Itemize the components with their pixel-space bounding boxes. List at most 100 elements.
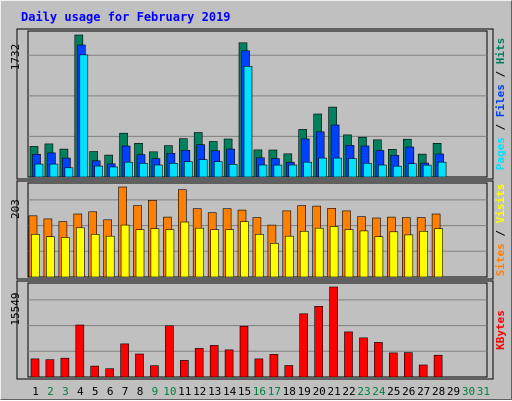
day-label-23: 23 [357,385,370,398]
bar-kbytes-day-12 [194,348,204,378]
bar-sites-day-14 [225,229,234,278]
bar-kbytes-day-4 [75,324,85,378]
bar-pages-day-23 [363,163,372,178]
legend-entry: Pages [494,137,507,170]
day-label-26: 26 [402,385,415,398]
bar-pages-day-5 [94,165,103,178]
day-label-5: 5 [92,385,99,398]
bar-pages-day-12 [198,159,208,178]
bar-pages-day-19 [303,161,313,178]
series-pages [34,54,447,178]
bar-sites-day-6 [105,235,115,278]
bar-kbytes-day-7 [120,343,129,378]
panel-kbytes-ymax-label: 15549 [9,292,22,325]
chart-title: Daily usage for February 2019 [21,10,231,24]
day-label-29: 29 [447,385,460,398]
panel-visits: 203 Sites / Visits [9,180,507,280]
bar-pages-day-27 [422,164,432,178]
bar-sites-day-25 [389,231,399,278]
bar-sites-day-27 [419,231,429,278]
x-axis-day-labels: 1 2 3 4 5 6 7 8 9 10 11 12 13 14 15 16 17 18 19 20 21 22 23 24 2… [32,385,490,398]
bar-kbytes-day-15 [239,325,249,378]
panel-hits-legend: Pages / Files / Hits [494,38,507,171]
bar-pages-day-16 [258,164,268,178]
bar-sites-day-15 [240,221,249,278]
bar-pages-day-10 [169,163,178,178]
bar-sites-day-7 [120,224,130,278]
panel-hits: 1732 Pages / Files / Hits [9,28,507,180]
bar-kbytes-day-8 [135,353,144,378]
bar-sites-day-10 [165,229,175,278]
bar-pages-day-14 [228,164,238,178]
day-label-8: 8 [137,385,144,398]
panel-visits-legend: Sites / Visits [494,184,507,277]
bar-sites-day-20 [314,227,324,278]
bar-kbytes-day-25 [388,352,398,378]
day-label-2: 2 [47,385,54,398]
legend-entry: Sites [494,243,507,276]
bar-pages-day-3 [64,167,74,178]
legend-entry: KBytes [494,310,507,350]
bar-sites-day-12 [195,227,204,278]
bar-kbytes-day-28 [433,354,443,378]
bar-sites-day-28 [434,228,443,278]
bar-sites-day-1 [31,234,40,278]
panel-kbytes-legend: KBytes [494,310,507,350]
bar-kbytes-day-3 [60,357,70,378]
day-label-31: 31 [477,385,490,398]
bar-pages-day-24 [378,164,387,178]
legend-entry: / [494,64,507,84]
day-label-9: 9 [152,385,159,398]
bar-kbytes-day-16 [254,358,264,378]
bar-kbytes-day-9 [150,365,159,378]
day-label-15: 15 [238,385,251,398]
bar-pages-day-22 [348,158,357,178]
day-label-7: 7 [122,385,129,398]
bar-kbytes-day-19 [299,313,309,378]
bar-pages-day-9 [154,164,163,178]
day-label-18: 18 [283,385,296,398]
day-label-1: 1 [32,385,39,398]
panel-kbytes-frame [16,280,494,380]
legend-entry: Visits [494,184,507,224]
day-label-4: 4 [77,385,84,398]
panel-hits-ymax-label: 1732 [9,44,22,71]
day-label-13: 13 [208,385,221,398]
day-label-24: 24 [372,385,386,398]
bar-pages-day-28 [437,161,447,178]
day-label-22: 22 [342,385,355,398]
panel-kbytes: 15549 KBytes [9,280,507,380]
bar-kbytes-day-14 [224,349,234,378]
bar-kbytes-day-23 [359,337,368,378]
bar-sites-day-4 [76,227,85,278]
bar-kbytes-day-20 [314,305,324,378]
bar-sites-day-13 [210,229,219,278]
bar-sites-day-23 [359,230,369,278]
bar-sites-day-8 [135,229,145,278]
legend-entry: / [494,117,507,137]
bar-kbytes-day-6 [105,368,114,378]
bar-sites-day-3 [61,237,70,278]
series-sites [31,221,443,278]
day-label-12: 12 [193,385,206,398]
bar-sites-day-2 [46,236,55,278]
day-label-17: 17 [268,385,281,398]
bar-pages-day-4 [79,54,89,178]
day-label-28: 28 [432,385,445,398]
day-label-14: 14 [223,385,237,398]
bar-pages-day-26 [407,163,417,178]
day-label-30: 30 [462,385,475,398]
bar-pages-day-8 [139,163,148,178]
day-label-3: 3 [62,385,69,398]
legend-entry: Files [494,84,507,117]
bar-kbytes-day-27 [418,364,428,378]
bar-sites-day-22 [344,229,354,278]
bar-kbytes-day-24 [374,342,383,378]
bar-kbytes-day-13 [209,345,219,378]
bar-kbytes-day-1 [30,358,40,378]
bar-pages-day-11 [184,161,193,178]
day-label-11: 11 [178,385,191,398]
bar-kbytes-day-10 [165,325,174,378]
bar-pages-day-21 [333,157,342,178]
